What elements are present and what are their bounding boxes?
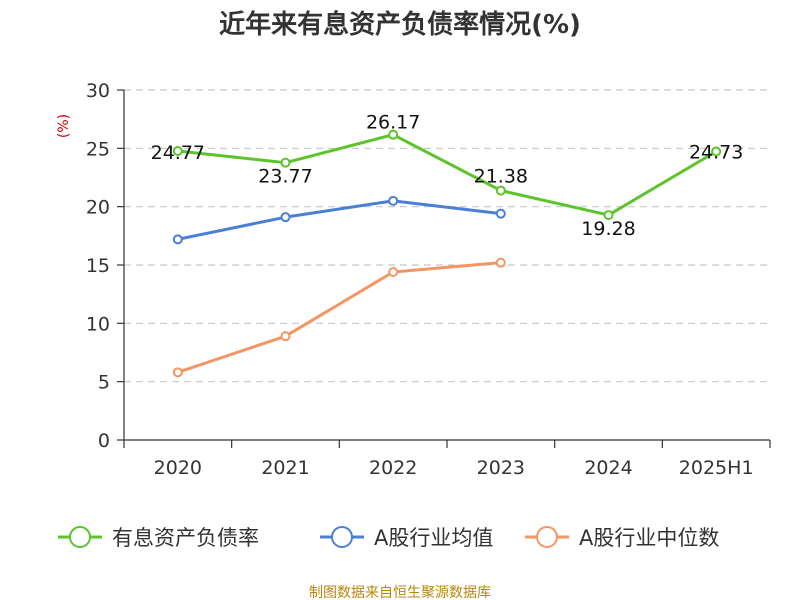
x-tick-label: 2022 (369, 457, 417, 479)
x-tick-label: 2025H1 (679, 457, 754, 479)
data-label: 23.77 (258, 166, 312, 188)
x-tick-label: 2024 (584, 457, 632, 479)
y-tick-label: 0 (98, 430, 110, 452)
y-tick-label: 25 (86, 138, 110, 160)
series-1-point (495, 185, 506, 196)
data-label: 21.38 (474, 166, 528, 188)
series-3-point (172, 367, 183, 378)
series-2-point (388, 195, 399, 206)
legend-item-3[interactable]: A股行业中位数 (525, 526, 719, 550)
axes: 0 5 10 15 20 25 30 2020 2021 2022 2023 2024 2025H1 (86, 80, 771, 479)
series-1-point (172, 146, 183, 157)
series-3-point (280, 331, 291, 342)
series-lines (172, 129, 722, 378)
legend-label: A股行业均值 (374, 526, 493, 550)
y-tick-label: 15 (86, 255, 110, 277)
series-line-1 (177, 133, 717, 217)
data-label: 24.73 (689, 141, 743, 163)
x-tick-label: 2020 (154, 457, 202, 479)
series-2-point (495, 208, 506, 219)
legend-item-2[interactable]: A股行业均值 (320, 526, 493, 550)
series-2-point (172, 234, 183, 245)
y-axis-label: (%) (56, 114, 72, 138)
y-tick-label: 5 (98, 372, 110, 394)
x-tick-label: 2021 (261, 457, 309, 479)
series-1-point (711, 146, 722, 157)
grid-lines (124, 89, 770, 383)
data-label: 24.77 (151, 142, 205, 164)
series-3-point (495, 257, 506, 268)
series-3-point (388, 267, 399, 277)
data-labels: 24.77 23.77 26.17 21.38 19.28 24.73 (151, 112, 744, 240)
source-note: 制图数据来自恒生聚源数据库 (309, 585, 491, 600)
x-tick-label: 2023 (477, 457, 525, 479)
legend-swatch-marker (536, 526, 558, 548)
legend-swatch-marker (331, 526, 353, 548)
y-tick-label: 10 (86, 313, 110, 335)
series-line-3 (177, 261, 501, 374)
data-label: 26.17 (366, 112, 420, 134)
y-tick-label: 30 (86, 80, 110, 102)
legend-swatch-marker (69, 526, 91, 548)
legend-item-1[interactable]: 有息资产负债率 (58, 526, 259, 550)
series-2-point (280, 212, 291, 223)
chart-title: 近年来有息资产负债率情况(%) (219, 9, 581, 40)
series-1-point (603, 210, 614, 221)
data-label: 19.28 (581, 218, 635, 240)
legend[interactable]: 有息资产负债率 A股行业均值 A股行业中位数 (58, 526, 719, 550)
series-line-2 (177, 199, 502, 241)
legend-label: 有息资产负债率 (112, 526, 259, 550)
y-tick-label: 20 (86, 197, 110, 219)
series-1-point (388, 129, 399, 140)
series-1-point (280, 157, 291, 168)
legend-label: A股行业中位数 (579, 526, 719, 550)
